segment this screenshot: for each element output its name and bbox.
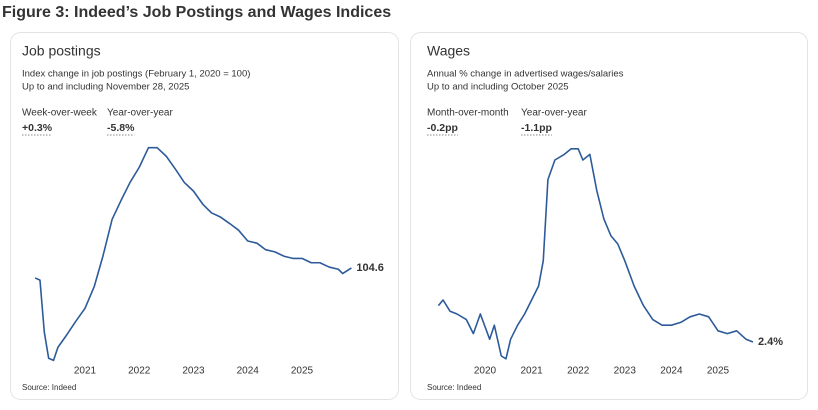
stat-value: -5.8% (107, 122, 135, 134)
x-tick-label: 2020 (474, 366, 497, 377)
card (10, 32, 399, 400)
x-tick-label: 2021 (74, 366, 97, 377)
stat-value: -1.1pp (521, 122, 552, 134)
stat-label: Week-over-week (22, 108, 98, 119)
value-label: 2.4% (758, 336, 783, 348)
value-label: 104.6 (356, 262, 384, 274)
chart-title: Wages (427, 43, 470, 59)
source: Source: Indeed (22, 383, 76, 392)
source: Source: Indeed (427, 383, 481, 392)
line (34, 146, 352, 362)
stat-label: Month-over-month (427, 108, 509, 119)
x-tick-label: 2023 (614, 366, 637, 377)
chart-title: Job postings (22, 43, 101, 59)
stat-label: Year-over-year (107, 108, 173, 119)
subtitle: Index change in job postings (February 1… (22, 69, 250, 80)
stat-label: Year-over-year (521, 108, 587, 119)
figure-title: Figure 3: Indeed’s Job Postings and Wage… (2, 4, 391, 21)
stat-value: +0.3% (22, 122, 53, 134)
x-tick-label: 2021 (520, 366, 543, 377)
x-tick-label: 2022 (128, 366, 151, 377)
stat-value: -0.2pp (427, 122, 458, 134)
line (437, 148, 754, 360)
subtitle: Up to and including October 2025 (427, 82, 569, 93)
subtitle: Annual % change in advertised wages/sala… (427, 69, 624, 80)
card (410, 32, 808, 400)
x-tick-label: 2023 (182, 366, 205, 377)
x-tick-label: 2024 (237, 366, 260, 377)
x-tick-label: 2025 (291, 366, 314, 377)
subtitle: Up to and including November 28, 2025 (22, 82, 189, 93)
x-tick-label: 2022 (567, 366, 590, 377)
x-tick-label: 2025 (707, 366, 730, 377)
x-tick-label: 2024 (660, 366, 683, 377)
